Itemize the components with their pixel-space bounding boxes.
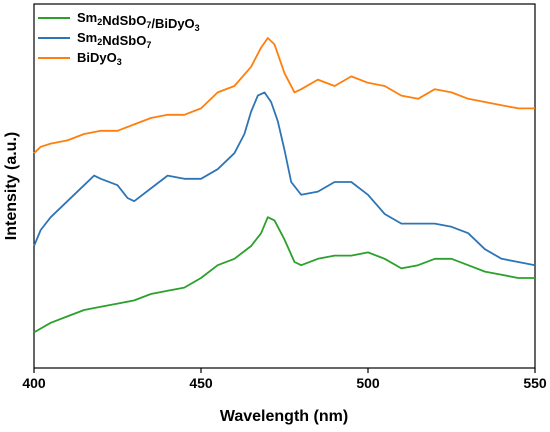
legend-label: Sm2NdSbO7/BiDyO3: [77, 10, 200, 33]
series-line-0: [33, 216, 535, 334]
series-line-2: [33, 37, 535, 154]
x-tick-label: 450: [189, 375, 213, 391]
legend-label: BiDyO3: [77, 50, 122, 67]
x-tick-label: 400: [22, 375, 46, 391]
x-tick-label: 500: [356, 375, 380, 391]
x-axis-title: Wavelength (nm): [220, 408, 348, 425]
x-axis-ticks: 400 450 500 550: [22, 368, 547, 391]
series-line-1: [33, 91, 536, 267]
series-layer: [33, 37, 536, 334]
y-axis-title: Intensity (a.u.): [3, 132, 20, 240]
plot-frame: [33, 3, 536, 369]
legend-label: Sm2NdSbO7: [77, 30, 151, 50]
x-tick-label: 550: [523, 375, 547, 391]
